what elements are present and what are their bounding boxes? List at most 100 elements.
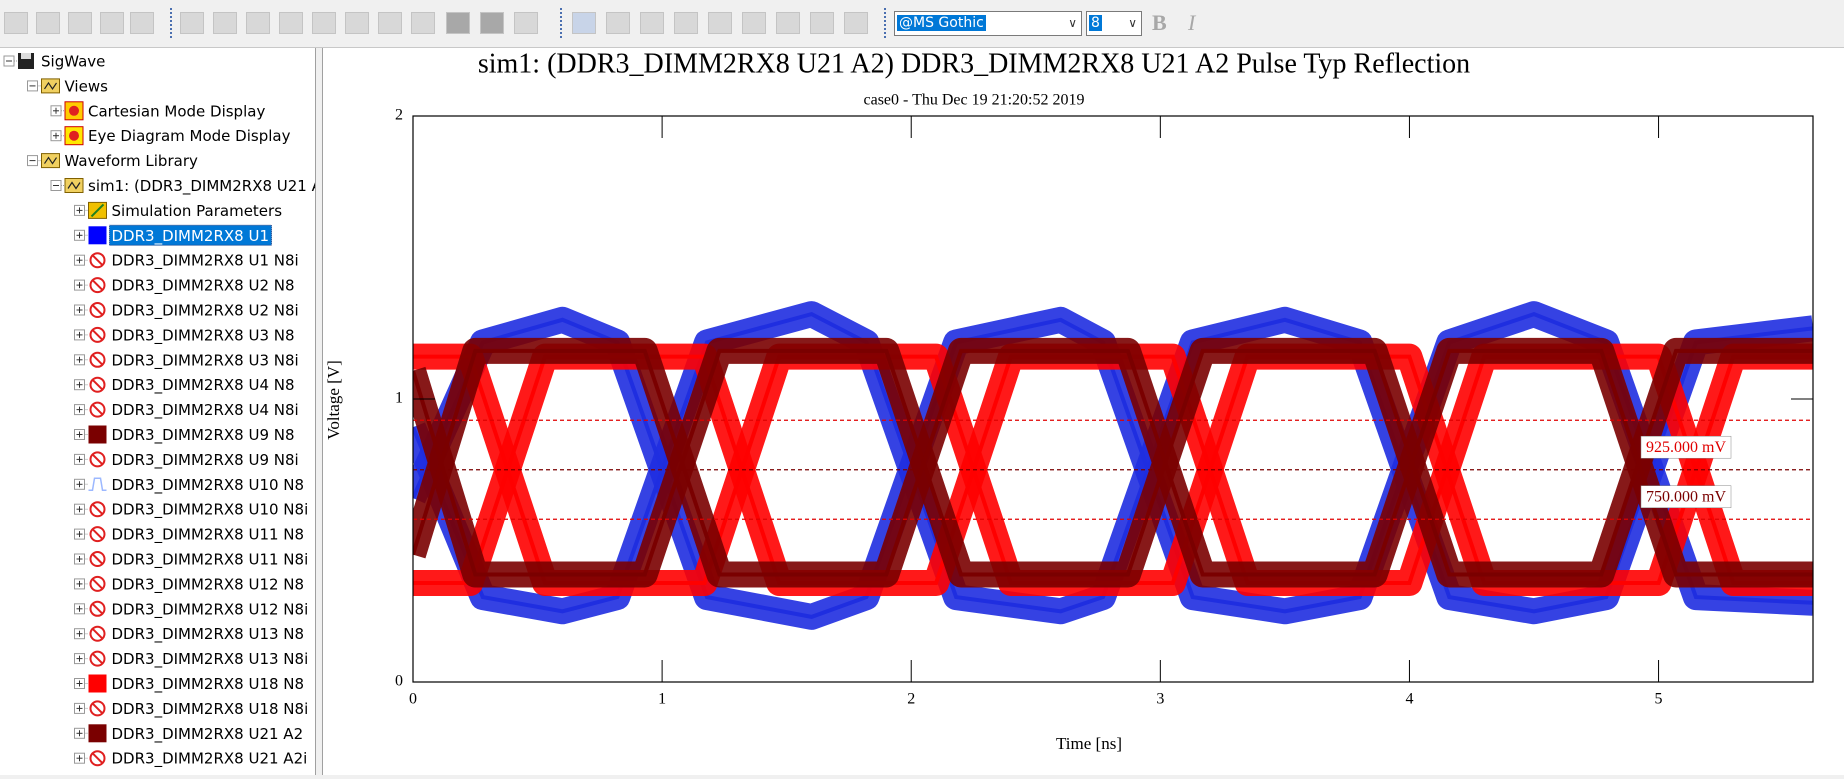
- threshold-label-bg: [1640, 435, 1732, 459]
- x-axis-label: Time [ns]: [1056, 734, 1122, 753]
- icon: [91, 279, 104, 291]
- tree-label: DDR3_DIMM2RX8 U18 N8i: [112, 700, 309, 719]
- toolbar-button[interactable]: [514, 12, 538, 34]
- toolbar-button[interactable]: [480, 12, 504, 34]
- italic-button[interactable]: I: [1188, 10, 1196, 35]
- icon: [67, 181, 81, 190]
- font-combo[interactable]: @MS Gothic ∨: [894, 11, 1082, 36]
- tree-label: SigWave: [41, 53, 105, 71]
- tree-item[interactable]: DDR3_DIMM2RX8 U18 N8: [74, 674, 305, 695]
- x-tick-label: 4: [1405, 691, 1413, 708]
- tree-item[interactable]: sim1: (DDR3_DIMM2RX8 U21 A: [50, 177, 315, 196]
- toolbar-button[interactable]: [100, 12, 124, 34]
- tree-item[interactable]: DDR3_DIMM2RX8 U1 N8i: [74, 252, 299, 271]
- waveform: [413, 311, 1813, 614]
- icon: [91, 503, 104, 515]
- toolbar-button[interactable]: [810, 12, 834, 34]
- icon: [88, 226, 107, 245]
- icon: [89, 600, 106, 617]
- toolbar-button[interactable]: [378, 12, 402, 34]
- tree-item[interactable]: DDR3_DIMM2RX8 U13 N8: [74, 625, 305, 644]
- x-tick-label: 2: [907, 691, 915, 708]
- tree-item[interactable]: DDR3_DIMM2RX8 U9 N8: [74, 425, 295, 446]
- icon: [91, 578, 104, 590]
- tree-item[interactable]: DDR3_DIMM2RX8 U4 N8i: [74, 401, 299, 420]
- toolbar-button[interactable]: [279, 12, 303, 34]
- tree-item[interactable]: Simulation Parameters: [74, 201, 283, 220]
- tree-item[interactable]: DDR3_DIMM2RX8 U3 N8: [74, 326, 295, 345]
- tree-item[interactable]: DDR3_DIMM2RX8 U9 N8i: [74, 451, 299, 470]
- tree-item[interactable]: DDR3_DIMM2RX8 U4 N8: [74, 376, 295, 395]
- tree-item[interactable]: DDR3_DIMM2RX8 U11 N8i: [74, 551, 309, 570]
- toolbar-button[interactable]: [844, 12, 868, 34]
- tree-item[interactable]: DDR3_DIMM2RX8 U21 A2i: [74, 750, 308, 769]
- toolbar-button[interactable]: [674, 12, 698, 34]
- tree-item[interactable]: DDR3_DIMM2RX8 U3 N8i: [74, 351, 299, 370]
- toolbar-button[interactable]: [776, 12, 800, 34]
- size-combo[interactable]: 8 ∨: [1086, 11, 1142, 36]
- tree-item[interactable]: DDR3_DIMM2RX8 U2 N8: [74, 277, 295, 296]
- icon: [89, 326, 106, 343]
- tree-label: DDR3_DIMM2RX8 U18 N8: [112, 675, 305, 694]
- toolbar-button[interactable]: [446, 12, 470, 34]
- toolbar-button[interactable]: [742, 12, 766, 34]
- toolbar-button[interactable]: [708, 12, 732, 34]
- tree-item[interactable]: DDR3_DIMM2RX8 U11 N8: [74, 526, 305, 545]
- tree-item[interactable]: Views: [27, 77, 109, 95]
- tree-label: DDR3_DIMM2RX8 U3 N8i: [112, 351, 299, 370]
- tree-item[interactable]: DDR3_DIMM2RX8 U21 A2: [74, 724, 304, 744]
- toolbar-button[interactable]: [312, 12, 336, 34]
- toolbar-grip: [560, 8, 565, 38]
- tree-label: DDR3_DIMM2RX8 U21 A2i: [112, 750, 308, 769]
- tree-label: Eye Diagram Mode Display: [88, 127, 291, 145]
- font-name: @MS Gothic: [897, 15, 986, 31]
- toolbar-button[interactable]: [246, 12, 270, 34]
- y-tick-label: 2: [395, 107, 403, 124]
- tree-item[interactable]: DDR3_DIMM2RX8 U10 N8i: [74, 501, 309, 520]
- tree-item[interactable]: DDR3_DIMM2RX8 U10 N8: [74, 476, 305, 495]
- tree-label: DDR3_DIMM2RX8 U21 A2: [112, 725, 304, 744]
- icon: [91, 603, 104, 615]
- tree-item[interactable]: DDR3_DIMM2RX8 U13 N8i: [74, 650, 309, 669]
- toolbar-button[interactable]: [606, 12, 630, 34]
- toolbar-button[interactable]: [572, 12, 596, 34]
- y-axis-label: Voltage [V]: [324, 360, 343, 439]
- toolbar-button[interactable]: [213, 12, 237, 34]
- toolbar-button[interactable]: [180, 12, 204, 34]
- toolbar-grip: [884, 8, 889, 38]
- toolbar-button[interactable]: [345, 12, 369, 34]
- threshold-label: 750.000 mV: [1646, 488, 1726, 505]
- toolbar-button[interactable]: [4, 12, 28, 34]
- tree-item[interactable]: DDR3_DIMM2RX8 U12 N8i: [74, 600, 309, 619]
- toolbar-button[interactable]: [640, 12, 664, 34]
- tree-label: DDR3_DIMM2RX8 U2 N8: [112, 277, 295, 296]
- icon: [89, 376, 106, 393]
- icon: [91, 304, 104, 316]
- toolbar-button[interactable]: [68, 12, 92, 34]
- tree-label: DDR3_DIMM2RX8 U12 N8i: [112, 600, 309, 619]
- icon: [88, 724, 107, 743]
- x-tick-label: 5: [1655, 691, 1663, 708]
- tree-item[interactable]: SigWave: [3, 53, 105, 71]
- tree-item[interactable]: DDR3_DIMM2RX8 U1 N8: [74, 224, 295, 246]
- tree-item[interactable]: DDR3_DIMM2RX8 U18 N8i: [74, 700, 309, 719]
- icon: [89, 526, 106, 543]
- icon: [89, 302, 106, 318]
- tree-item[interactable]: Cartesian Mode Display: [50, 101, 265, 121]
- toolbar-button[interactable]: [36, 12, 60, 34]
- chart-panel: sim1: (DDR3_DIMM2RX8 U21 A2) DDR3_DIMM2R…: [322, 48, 1844, 775]
- toolbar-grip: [170, 8, 175, 38]
- tree-label: DDR3_DIMM2RX8 U10 N8: [112, 476, 305, 495]
- tree-item[interactable]: DDR3_DIMM2RX8 U2 N8i: [74, 302, 299, 321]
- icon: [89, 700, 106, 717]
- tree-item[interactable]: Waveform Library: [27, 152, 198, 170]
- waveform: [413, 348, 1813, 577]
- icon: [89, 625, 106, 642]
- tree-item[interactable]: DDR3_DIMM2RX8 U12 N8: [74, 575, 305, 594]
- icon: [91, 627, 104, 640]
- bold-button[interactable]: B: [1152, 10, 1167, 35]
- tree-item[interactable]: Eye Diagram Mode Display: [50, 126, 291, 146]
- toolbar-button[interactable]: [411, 12, 435, 34]
- toolbar-button[interactable]: [130, 12, 154, 34]
- chart-title: sim1: (DDR3_DIMM2RX8 U21 A2) DDR3_DIMM2R…: [478, 48, 1470, 79]
